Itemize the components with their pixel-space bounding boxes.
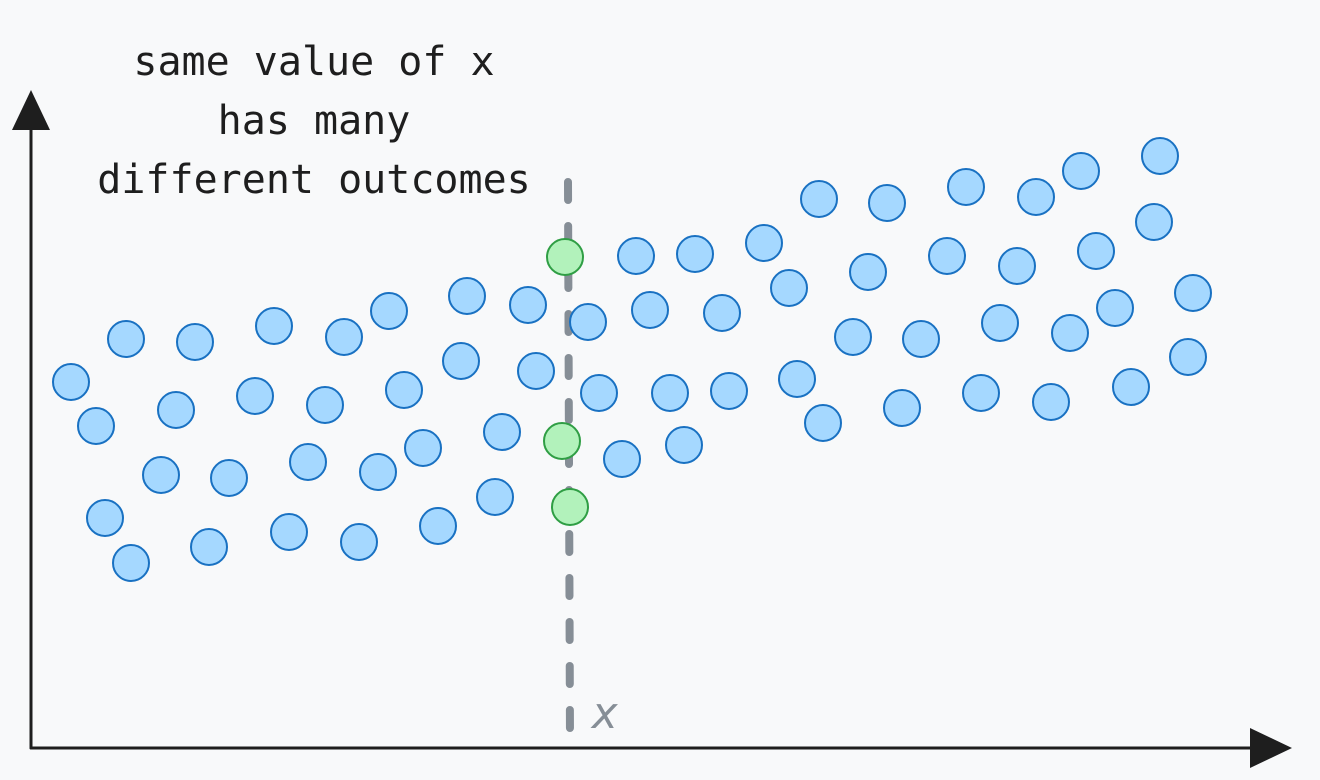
data-point xyxy=(947,168,985,206)
data-point xyxy=(442,342,480,380)
data-point xyxy=(176,323,214,361)
annotation-line-3: different outcomes xyxy=(97,157,530,203)
data-point xyxy=(370,292,408,330)
data-point xyxy=(928,237,966,275)
data-point xyxy=(289,443,327,481)
data-point xyxy=(981,304,1019,342)
data-point xyxy=(419,507,457,545)
data-point xyxy=(52,363,90,401)
data-point xyxy=(800,180,838,218)
data-point xyxy=(834,318,872,356)
data-point xyxy=(448,277,486,315)
data-point xyxy=(483,413,521,451)
axes xyxy=(12,90,1292,768)
data-point xyxy=(509,286,547,324)
data-point xyxy=(112,544,150,582)
data-point xyxy=(703,294,741,332)
data-point xyxy=(517,352,555,390)
data-point xyxy=(142,456,180,494)
data-point xyxy=(1051,314,1089,352)
data-point xyxy=(998,247,1036,285)
data-point xyxy=(1135,203,1173,241)
data-point xyxy=(236,377,274,415)
data-point xyxy=(745,224,783,262)
data-point xyxy=(883,389,921,427)
data-point xyxy=(665,426,703,464)
data-point xyxy=(1017,178,1055,216)
annotation: same value of x has many different outco… xyxy=(97,39,530,203)
data-point xyxy=(849,253,887,291)
data-point xyxy=(1112,368,1150,406)
data-point xyxy=(617,237,655,275)
data-point xyxy=(77,407,115,445)
data-point xyxy=(778,360,816,398)
data-point xyxy=(631,291,669,329)
annotation-line-1: same value of x xyxy=(133,39,494,85)
data-point xyxy=(770,269,808,307)
data-point xyxy=(603,440,641,478)
data-point xyxy=(359,453,397,491)
annotation-line-2: has many xyxy=(218,98,411,144)
data-point xyxy=(270,513,308,551)
data-point xyxy=(385,371,423,409)
highlighted-point xyxy=(543,422,581,460)
data-point xyxy=(1141,137,1179,175)
data-point xyxy=(962,374,1000,412)
data-point xyxy=(651,374,689,412)
y-axis-arrow-icon xyxy=(12,90,50,130)
highlighted-points xyxy=(543,238,589,526)
data-point xyxy=(255,307,293,345)
marker-label: x xyxy=(590,688,619,739)
data-point xyxy=(710,372,748,410)
data-points xyxy=(52,137,1212,582)
data-point xyxy=(580,374,618,412)
data-point xyxy=(902,320,940,358)
data-point xyxy=(804,404,842,442)
data-point xyxy=(1096,289,1134,327)
data-point xyxy=(190,528,228,566)
data-point xyxy=(157,391,195,429)
data-point xyxy=(107,320,145,358)
data-point xyxy=(325,318,363,356)
data-point xyxy=(676,235,714,273)
x-axis-arrow-icon xyxy=(1250,728,1292,768)
data-point xyxy=(404,429,442,467)
data-point xyxy=(1032,383,1070,421)
data-point xyxy=(476,478,514,516)
data-point xyxy=(868,184,906,222)
data-point xyxy=(1174,274,1212,312)
highlighted-point xyxy=(551,488,589,526)
highlighted-point xyxy=(546,238,584,276)
data-point xyxy=(569,303,607,341)
data-point xyxy=(340,523,378,561)
data-point xyxy=(1077,232,1115,270)
data-point xyxy=(1169,338,1207,376)
data-point xyxy=(210,459,248,497)
data-point xyxy=(1062,152,1100,190)
data-point xyxy=(306,386,344,424)
data-point xyxy=(86,499,124,537)
